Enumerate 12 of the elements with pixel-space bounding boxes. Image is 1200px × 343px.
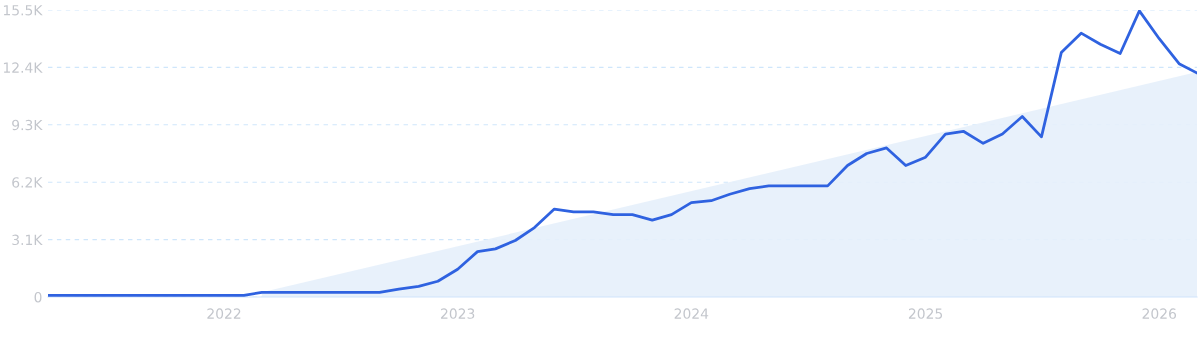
y-tick-label: 9.3K — [12, 119, 43, 131]
y-tick-label: 0 — [34, 291, 42, 303]
x-tick-label: 2026 — [1142, 308, 1177, 319]
y-tick-label: 15.5K — [3, 5, 43, 16]
y-tick-label: 12.4K — [3, 62, 43, 73]
line-series — [48, 10, 1197, 297]
y-tick-label: 3.1K — [12, 234, 43, 246]
x-tick-label: 2022 — [207, 308, 241, 319]
y-tick-label: 6.2K — [12, 177, 43, 188]
x-tick-label: 2023 — [441, 308, 475, 319]
x-tick-label: 2024 — [674, 308, 709, 319]
x-tick-label: 2025 — [908, 308, 943, 319]
